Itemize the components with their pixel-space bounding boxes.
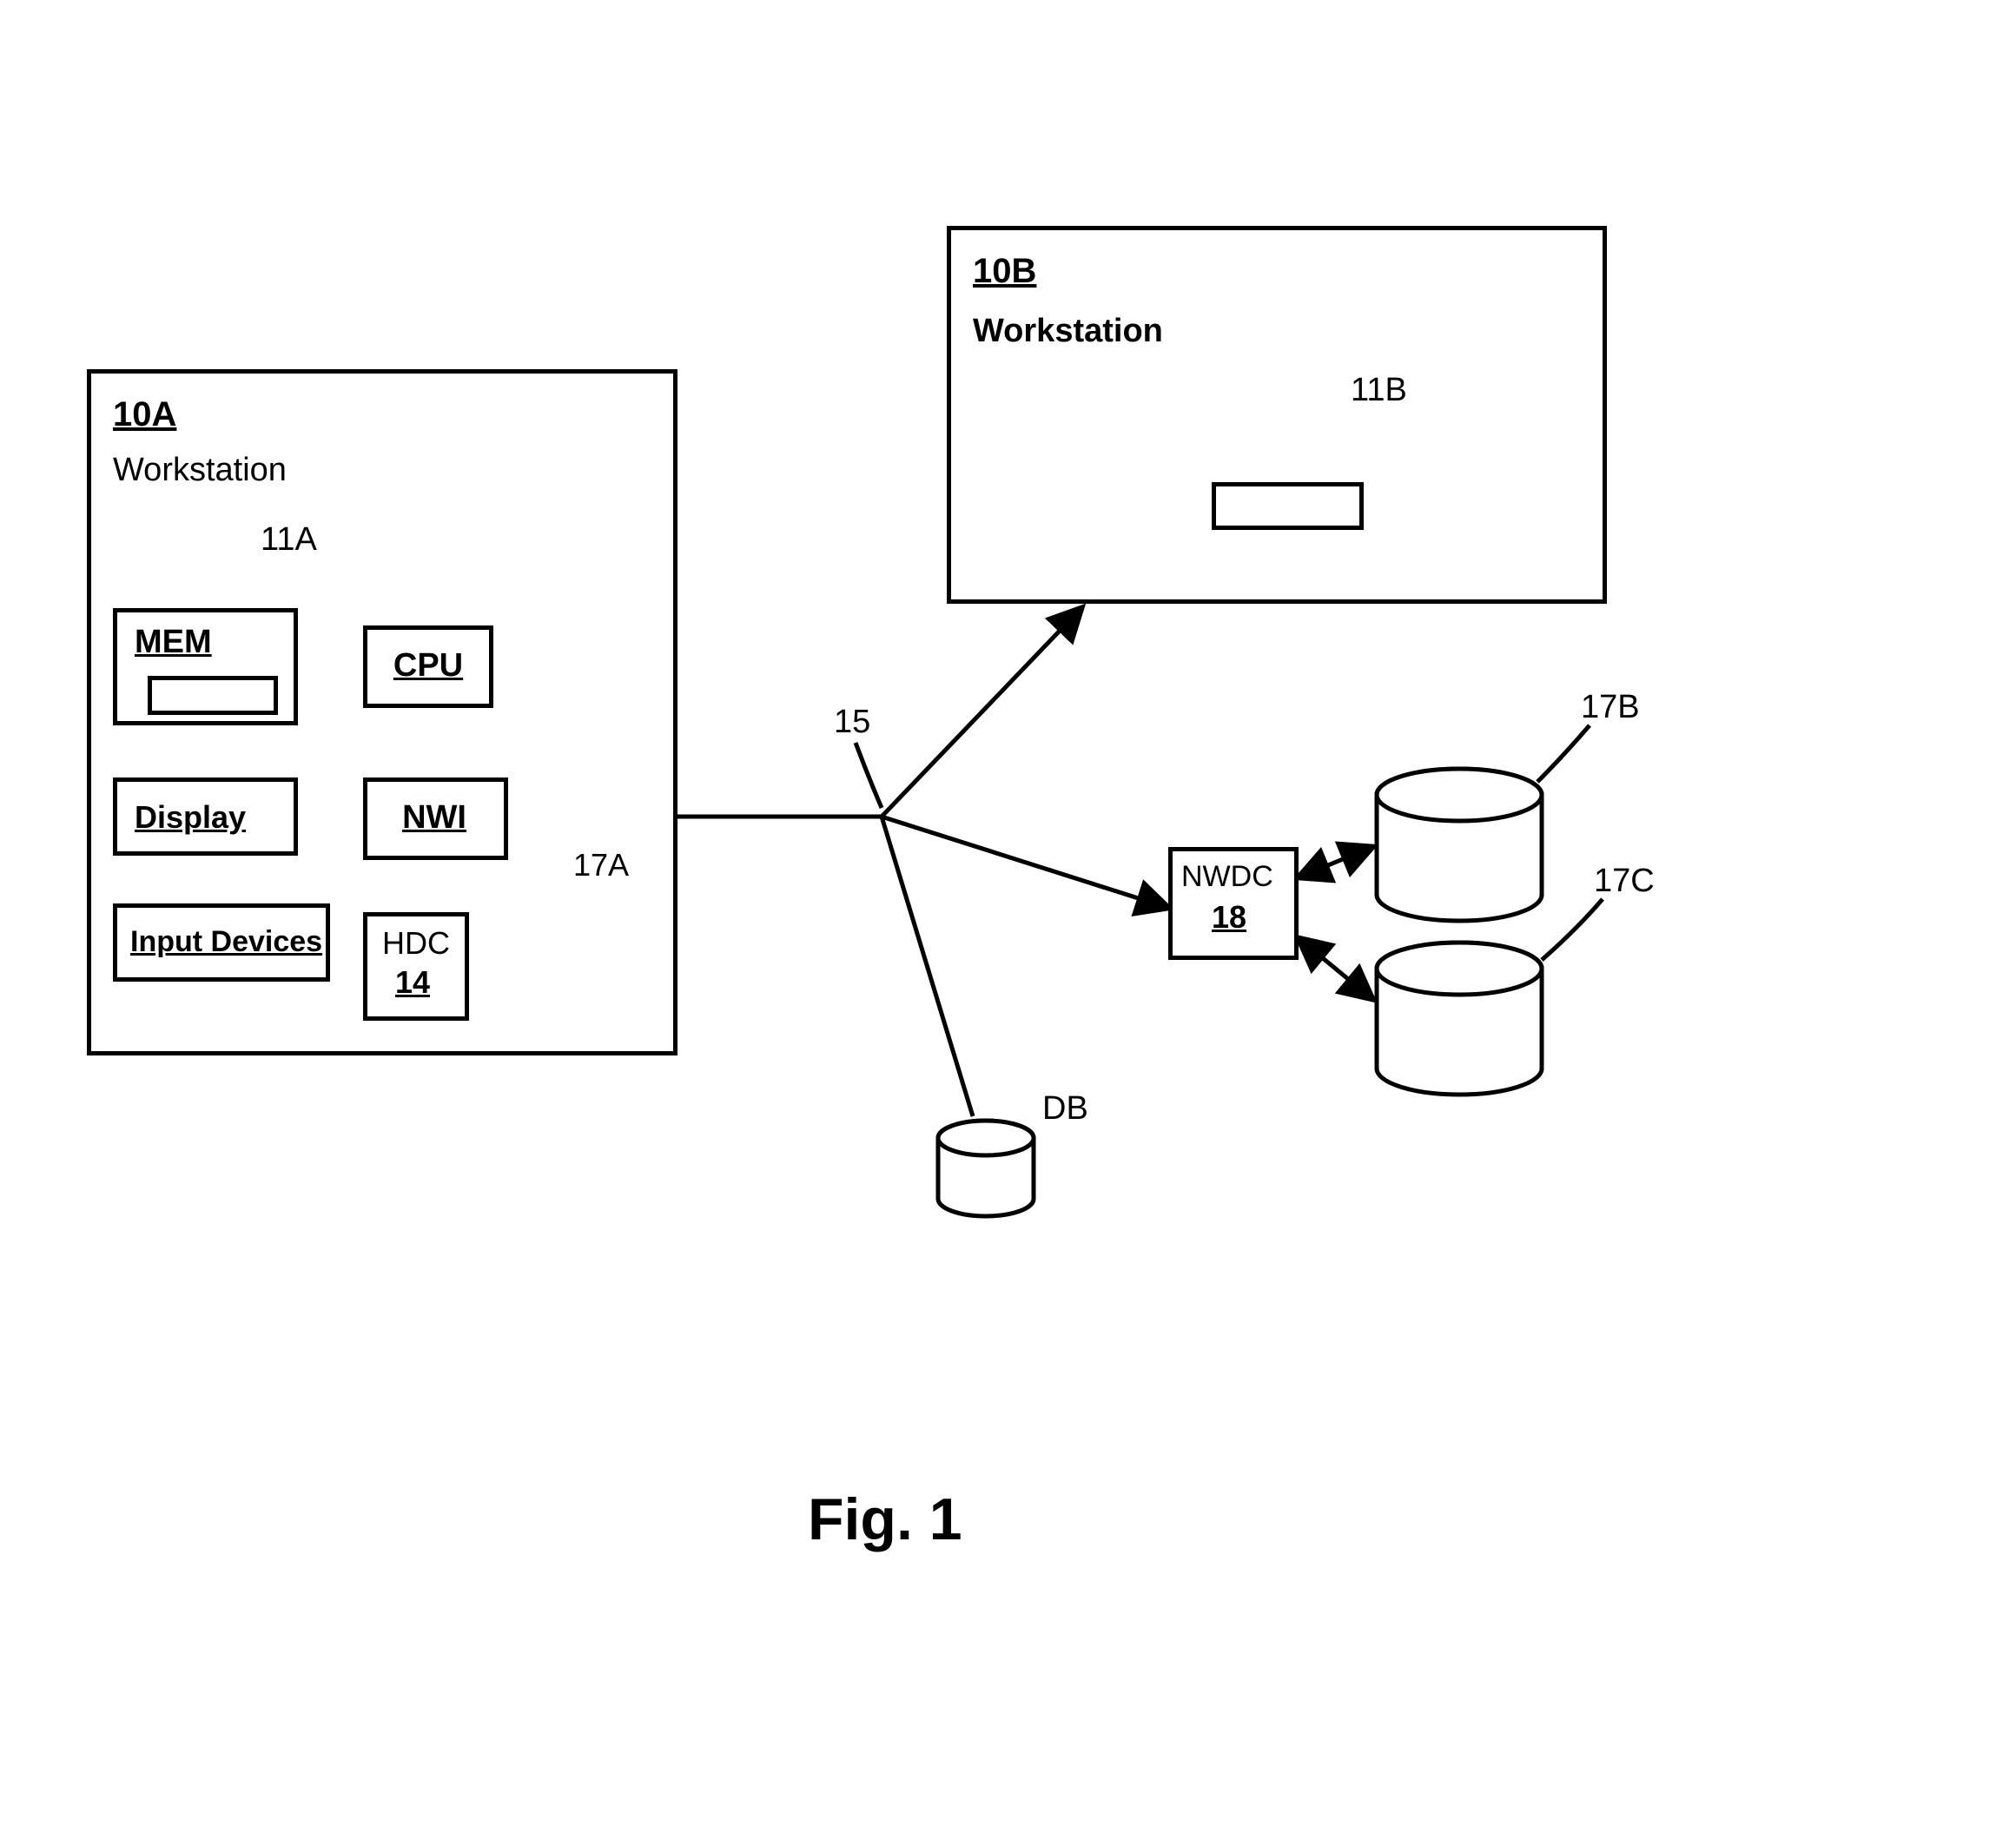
mem-label: MEM [135,624,212,661]
label-17b: 17B [1581,689,1640,726]
wb-inner-label: 11B [1351,372,1407,409]
cylinder-db [938,1121,1034,1216]
display-label: Display [135,799,246,836]
workstation-b-box [947,226,1607,604]
label-17a: 17A [573,847,629,883]
input-label: Input Devices [130,925,322,959]
nwdc-num: 18 [1212,899,1246,936]
nwdc-label: NWDC [1181,860,1273,894]
nwi-label: NWI [395,799,473,837]
hdc-label: HDC [382,925,450,962]
wb-inner-box [1212,482,1364,530]
workstation-b-title: Workstation [973,313,1163,350]
label-db: DB [1042,1090,1088,1128]
hdc-num: 14 [395,964,430,1001]
cylinder-17c [1377,943,1542,1095]
mem-inner-label: 11A [261,521,317,559]
mem-inner-box [148,676,278,715]
label-17c: 17C [1594,863,1655,900]
workstation-a-title: Workstation [113,452,287,489]
label-15: 15 [834,704,870,741]
figure-caption: Fig. 1 [808,1485,962,1553]
workstation-b-id: 10B [973,252,1036,291]
workstation-a-id: 10A [113,395,176,434]
figure-stage: 10A Workstation MEM 11A CPU NWI Display … [0,0,2016,1846]
cpu-label: CPU [389,647,467,685]
cylinder-17b [1377,769,1542,921]
